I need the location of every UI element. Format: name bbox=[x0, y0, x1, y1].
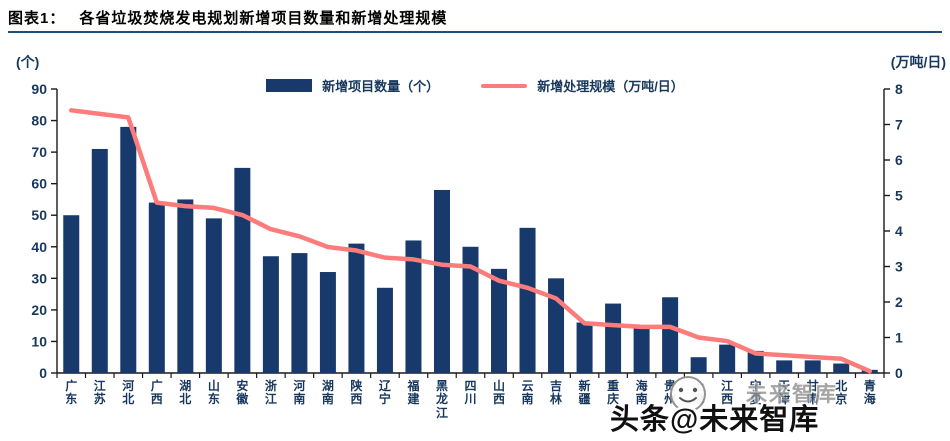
x-axis-label: 海南 bbox=[635, 379, 648, 407]
y-left-tick-label: 80 bbox=[31, 113, 47, 129]
x-axis-label: 江西 bbox=[721, 379, 734, 407]
x-axis-label: 吉林 bbox=[550, 379, 563, 407]
x-axis-label: 云南 bbox=[521, 379, 534, 407]
x-axis-label: 安徽 bbox=[236, 379, 249, 407]
watermark-ghost-text: 未来智库 bbox=[746, 383, 838, 406]
y-right-tick-label: 3 bbox=[895, 259, 903, 275]
y-right-tick-label: 8 bbox=[895, 81, 903, 97]
x-axis-label: 广东 bbox=[65, 379, 78, 407]
bar bbox=[234, 167, 251, 373]
x-axis-label: 新疆 bbox=[578, 379, 591, 407]
legend-item-line: 新增处理规模（万吨/日） bbox=[481, 76, 684, 95]
x-axis-label: 河北 bbox=[122, 379, 135, 407]
title-rule bbox=[8, 31, 942, 33]
watermark: 未来智库 头条@未来智库 bbox=[610, 374, 950, 438]
bar bbox=[633, 325, 650, 373]
x-axis-label: 黑龙江 bbox=[435, 379, 448, 420]
bar bbox=[690, 357, 707, 373]
bar bbox=[519, 227, 536, 373]
bar bbox=[291, 253, 308, 373]
x-axis-label: 宁夏 bbox=[749, 379, 762, 407]
y-left-tick-label: 30 bbox=[31, 270, 47, 286]
bar bbox=[262, 256, 279, 373]
bar bbox=[662, 297, 679, 373]
bar bbox=[376, 287, 393, 373]
bar bbox=[319, 272, 336, 373]
x-axis-label: 浙江 bbox=[264, 379, 277, 407]
watermark-main-text: 头条@未来智库 bbox=[610, 404, 820, 436]
y-left-tick-label: 70 bbox=[31, 144, 47, 160]
x-axis-label: 青海 bbox=[863, 379, 876, 407]
bar bbox=[405, 240, 422, 373]
x-axis-label: 陕西 bbox=[350, 379, 363, 407]
y-right-tick-label: 2 bbox=[895, 294, 903, 310]
left-axis-unit: (个) bbox=[16, 54, 40, 70]
bar bbox=[177, 199, 194, 373]
x-axis-label: 甘肃 bbox=[806, 379, 819, 407]
bar bbox=[776, 360, 793, 373]
bar bbox=[348, 243, 365, 373]
x-axis-label: 辽宁 bbox=[378, 379, 391, 407]
y-right-tick-label: 6 bbox=[895, 152, 903, 168]
x-axis-label: 四川 bbox=[464, 379, 477, 407]
legend-line-label: 新增处理规模（万吨/日） bbox=[537, 79, 684, 94]
bar bbox=[148, 202, 165, 373]
bar bbox=[804, 360, 821, 373]
legend: 新增项目数量（个） 新增处理规模（万吨/日） bbox=[0, 76, 950, 95]
x-axis-label: 山西 bbox=[493, 379, 506, 407]
y-right-tick-label: 1 bbox=[895, 330, 903, 346]
y-left-tick-label: 60 bbox=[31, 176, 47, 192]
x-axis-label: 河南 bbox=[293, 379, 306, 407]
line-swatch-icon bbox=[481, 83, 528, 88]
x-axis-label: 重庆 bbox=[607, 379, 620, 407]
bar bbox=[491, 268, 508, 373]
line-series bbox=[69, 108, 872, 374]
legend-bar-label: 新增项目数量（个） bbox=[322, 79, 440, 94]
figure-label: 图表1： bbox=[8, 10, 66, 27]
bar bbox=[433, 189, 450, 373]
x-axis-label: 广西 bbox=[150, 379, 163, 407]
y-left-tick-label: 20 bbox=[31, 302, 47, 318]
bar-swatch-icon bbox=[266, 79, 313, 92]
bar bbox=[63, 215, 80, 373]
bar bbox=[605, 303, 622, 373]
y-left-tick-label: 0 bbox=[39, 365, 47, 381]
right-axis-unit: (万吨/日) bbox=[890, 54, 946, 70]
bar bbox=[120, 126, 137, 373]
y-right-tick-label: 4 bbox=[895, 223, 903, 239]
y-left-tick-label: 40 bbox=[31, 239, 47, 255]
bar bbox=[91, 148, 108, 373]
x-axis-label: 湖北 bbox=[179, 379, 192, 407]
x-axis-label: 湖南 bbox=[321, 379, 334, 407]
y-right-tick-label: 0 bbox=[895, 365, 903, 381]
x-axis-label: 江苏 bbox=[93, 379, 106, 407]
y-right-tick-label: 5 bbox=[895, 188, 903, 204]
smiley-face-icon bbox=[670, 376, 706, 412]
y-right-tick-label: 7 bbox=[895, 117, 903, 133]
chart-header: 图表1： 各省垃圾焚烧发电规划新增项目数量和新增处理规模 bbox=[8, 7, 942, 28]
bar bbox=[747, 350, 764, 373]
y-left-tick-label: 90 bbox=[31, 81, 47, 97]
bar bbox=[205, 218, 222, 373]
bar bbox=[576, 322, 593, 373]
y-left-tick-label: 50 bbox=[31, 207, 47, 223]
bar bbox=[548, 278, 565, 373]
x-axis-label: 福建 bbox=[407, 379, 420, 407]
bar bbox=[719, 344, 736, 373]
bar bbox=[462, 246, 479, 373]
x-axis-label: 北京 bbox=[835, 379, 848, 407]
chart-title: 各省垃圾焚烧发电规划新增项目数量和新增处理规模 bbox=[79, 10, 448, 27]
x-axis-label: 天津 bbox=[778, 379, 791, 407]
y-left-tick-label: 10 bbox=[31, 333, 47, 349]
legend-item-bars: 新增项目数量（个） bbox=[266, 76, 439, 95]
x-axis-label: 山东 bbox=[207, 379, 220, 407]
bar bbox=[833, 363, 850, 373]
